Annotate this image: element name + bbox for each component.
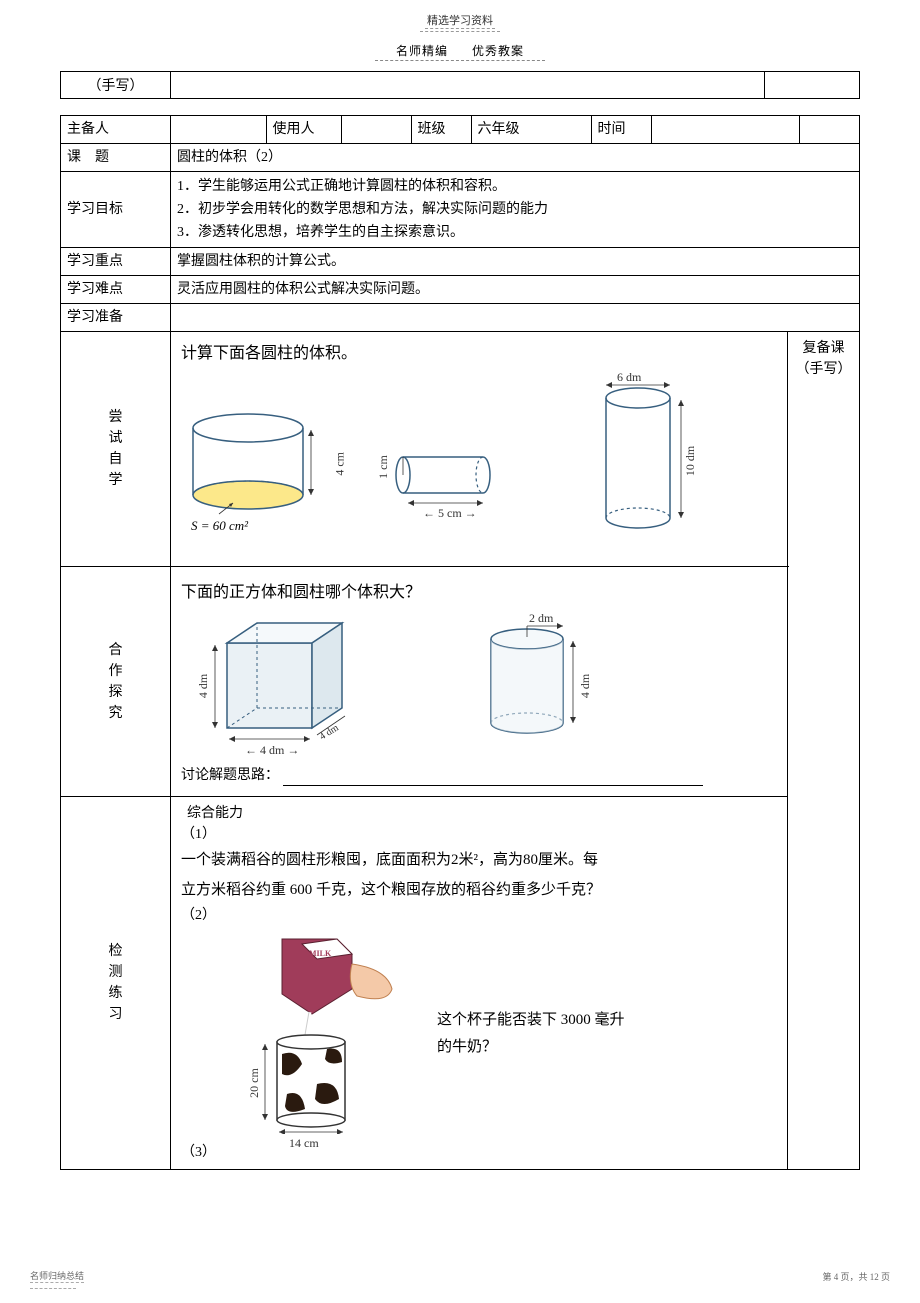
sec2-label: 合 作 探 究 bbox=[61, 567, 171, 797]
q3-no: （3） bbox=[177, 1142, 781, 1163]
zhongdian-label: 学习重点 bbox=[61, 248, 171, 276]
sec2-l2: 探 bbox=[67, 682, 164, 703]
cup-h: 20 cm bbox=[245, 1068, 263, 1098]
shiyongren-val bbox=[341, 116, 411, 143]
milk-q-l2: 的牛奶？ bbox=[437, 1034, 625, 1061]
shouxie-label: （手写） bbox=[61, 72, 171, 99]
mubiao-3: 3．渗透转化思想，培养学生的自主探索意识。 bbox=[177, 221, 853, 244]
milk-figure: MILK bbox=[187, 934, 397, 1134]
cube-w: ← 4 dm → bbox=[245, 741, 299, 759]
header-sub2: 优秀教案 bbox=[472, 44, 524, 58]
mubiao-label: 学习目标 bbox=[61, 172, 171, 248]
q2-no: （2） bbox=[177, 905, 781, 926]
banji-label: 班级 bbox=[411, 116, 471, 143]
fubei-cell: 复备课 （手写） bbox=[788, 332, 860, 1170]
nandian-value: 灵活应用圆柱的体积公式解决实际问题。 bbox=[171, 276, 860, 304]
cup-d: 14 cm bbox=[289, 1134, 319, 1152]
shiyongren-label: 使用人 bbox=[266, 116, 341, 143]
sec1-l2: 自 bbox=[67, 449, 164, 470]
shouxie-blank2 bbox=[765, 72, 860, 99]
keti-label: 课 题 bbox=[61, 144, 171, 172]
fubei-l2: （手写） bbox=[794, 359, 853, 380]
q1-l1: 一个装满稻谷的圆柱形粮囤，底面面积为2米²，高为80厘米。每 bbox=[177, 845, 781, 875]
svg-text:MILK: MILK bbox=[309, 949, 332, 958]
mubiao-1: 1．学生能够运用公式正确地计算圆柱的体积和容积。 bbox=[177, 175, 853, 198]
cyl3-d: 6 dm bbox=[617, 368, 641, 386]
footer-right: 第 4 页，共 12 页 bbox=[822, 1270, 890, 1283]
footer-dash2 bbox=[30, 1288, 76, 1289]
cyl2-len: ← 5 cm → bbox=[423, 504, 477, 522]
sec2-content: 下面的正方体和圆柱哪个体积大？ bbox=[171, 567, 788, 797]
cyl1-s: S = 60 cm² bbox=[191, 516, 248, 536]
shijian-label: 时间 bbox=[591, 116, 651, 143]
shouxie-table: （手写） bbox=[60, 71, 860, 99]
scyl-d: 2 dm bbox=[529, 609, 553, 627]
sec1-l3: 学 bbox=[67, 470, 164, 491]
header-sub1: 名师精编 bbox=[396, 44, 448, 58]
fubei-l1: 复备课 bbox=[794, 338, 853, 359]
header-dash bbox=[420, 31, 500, 32]
sec2-l0: 合 bbox=[67, 640, 164, 661]
q1-l2: 立方米稻谷约重 600 千克，这个粮囤存放的稻谷约重多少千克？ bbox=[177, 875, 781, 905]
zhunbei-value bbox=[171, 304, 860, 332]
sec2-l1: 作 bbox=[67, 661, 164, 682]
cylinder-2: 1 cm ← 5 cm → bbox=[373, 440, 513, 540]
sec3-l1: 测 bbox=[67, 962, 164, 983]
sec2-title: 下面的正方体和圆柱哪个体积大？ bbox=[177, 573, 781, 609]
zhongdian-value: 掌握圆柱体积的计算公式。 bbox=[171, 248, 860, 276]
footer-left: 名师归纳总结 bbox=[30, 1269, 84, 1283]
cylinder-3: 6 dm 10 dm bbox=[593, 380, 713, 540]
zhunbei-label: 学习准备 bbox=[61, 304, 171, 332]
sec3-content: 综合能力 （1） 一个装满稻谷的圆柱形粮囤，底面面积为2米²，高为80厘米。每 … bbox=[171, 797, 788, 1170]
cylinder-1: 4 cm S = 60 cm² bbox=[183, 410, 333, 540]
shijian-val bbox=[651, 116, 799, 143]
cyl2-r: 1 cm bbox=[374, 455, 392, 479]
nandian-label: 学习难点 bbox=[61, 276, 171, 304]
lesson-table: 主备人 使用人 班级 六年级 时间 课 题 bbox=[60, 115, 860, 1170]
zhubeiren-val bbox=[171, 116, 266, 143]
zonghe: 综合能力 bbox=[177, 803, 781, 824]
header-top: 精选学习资料 bbox=[425, 0, 495, 29]
banji-val: 六年级 bbox=[471, 116, 591, 143]
cube: 4 dm ← 4 dm → 4 dm bbox=[197, 613, 357, 753]
cube-h: 4 dm bbox=[194, 674, 212, 698]
info-row: 主备人 使用人 班级 六年级 时间 bbox=[61, 116, 860, 144]
cyl3-h: 10 dm bbox=[681, 446, 699, 476]
sec3-l2: 练 bbox=[67, 983, 164, 1004]
cylinder-small: 2 dm 4 dm bbox=[477, 623, 597, 753]
sec2-l3: 究 bbox=[67, 703, 164, 724]
scyl-h: 4 dm bbox=[576, 674, 594, 698]
q1-no: （1） bbox=[177, 824, 781, 845]
mubiao-2: 2．初步学会用转化的数学思想和方法，解决实际问题的能力 bbox=[177, 198, 853, 221]
sec1-title: 计算下面各圆柱的体积。 bbox=[177, 338, 781, 370]
shouxie-blank1 bbox=[171, 72, 765, 99]
milk-question: 这个杯子能否装下 3000 毫升 的牛奶？ bbox=[437, 1007, 625, 1061]
keti-value: 圆柱的体积（2） bbox=[171, 144, 860, 172]
cyl1-h: 4 cm bbox=[331, 452, 349, 476]
sec3-label: 检 测 练 习 bbox=[61, 797, 171, 1170]
sec1-l0: 尝 bbox=[67, 407, 164, 428]
sec1-content: 计算下面各圆柱的体积。 bbox=[171, 332, 788, 567]
discuss-row: 讨论解题思路： bbox=[177, 761, 781, 788]
discuss-label: 讨论解题思路： bbox=[181, 768, 279, 783]
sec1-label: 尝 试 自 学 bbox=[61, 332, 171, 567]
info-tail bbox=[799, 116, 859, 143]
milk-q-l1: 这个杯子能否装下 3000 毫升 bbox=[437, 1007, 625, 1034]
zhubeiren-label: 主备人 bbox=[61, 116, 171, 144]
header-sub: 名师精编 优秀教案 bbox=[0, 42, 920, 59]
sec1-l1: 试 bbox=[67, 428, 164, 449]
sec3-l3: 习 bbox=[67, 1004, 164, 1025]
discuss-line bbox=[283, 785, 703, 786]
mubiao-cell: 1．学生能够运用公式正确地计算圆柱的体积和容积。 2．初步学会用转化的数学思想和… bbox=[171, 172, 860, 248]
sec3-l0: 检 bbox=[67, 941, 164, 962]
